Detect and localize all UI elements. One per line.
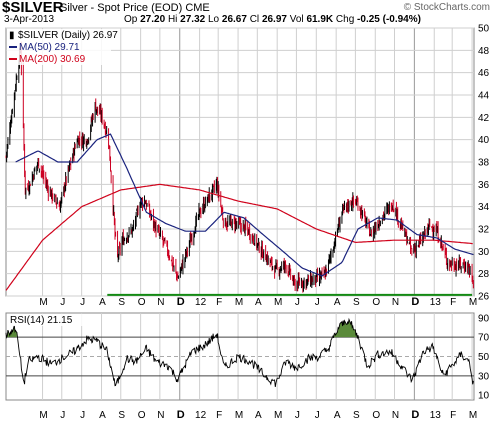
quote-values: Op 27.20 Hi 27.32 Lo 26.67 Cl 26.97 Vol … [124, 14, 421, 25]
quote-date: 3-Apr-2013 [4, 14, 55, 25]
x-tick-label: S [353, 297, 360, 308]
x-tick-label: S [118, 297, 125, 308]
ma200-line [5, 183, 473, 291]
x-tick-label: J [315, 410, 320, 421]
x-tick-label: M [39, 410, 47, 421]
watermark: © StockCharts.com [403, 2, 490, 13]
x-tick-label: J [80, 297, 85, 308]
x-tick-label: M [274, 297, 282, 308]
exchange-text: CME [185, 2, 210, 14]
y-tick-label: 42 [478, 113, 490, 124]
x-tick-label: O [372, 410, 380, 421]
x-tick-label: J [295, 297, 300, 308]
rsi-tick-label: 30 [478, 371, 490, 382]
volume-value: 61.9K [306, 14, 334, 25]
x-tick-label: D [411, 409, 419, 421]
rsi-tick-label: 10 [478, 391, 490, 402]
x-tick-label: D [411, 296, 419, 308]
x-tick-label: A [99, 297, 106, 308]
rsi-line [5, 317, 474, 387]
x-tick-label: A [334, 297, 341, 308]
x-tick-label: M [469, 297, 477, 308]
x-tick-label: J [315, 297, 320, 308]
x-tick-label: M [39, 297, 47, 308]
y-tick-label: 46 [478, 68, 490, 79]
y-tick-label: 48 [478, 46, 490, 57]
x-tick-label: A [334, 410, 341, 421]
low-value: 26.67 [221, 14, 247, 25]
x-tick-label: O [138, 297, 146, 308]
x-tick-label: N [157, 297, 164, 308]
y-tick-label: 36 [478, 180, 490, 191]
x-tick-label: S [118, 410, 125, 421]
close-value: 26.97 [261, 14, 287, 25]
high-label: Hi [167, 14, 178, 25]
x-tick-label: D [177, 409, 185, 421]
open-value: 27.20 [140, 14, 166, 25]
x-tick-label: F [216, 410, 222, 421]
x-tick-label: D [177, 296, 185, 308]
low-label: Lo [207, 14, 220, 25]
x-tick-label: A [255, 410, 262, 421]
legend-ma50-label: MA(50) 29.71 [19, 42, 80, 53]
ma50-line [15, 133, 474, 277]
x-tick-label: 12 [195, 410, 207, 421]
change-label: Chg [335, 14, 355, 25]
description-text: Silver - Spot Price (EOD) [60, 2, 183, 14]
y-tick-label: 40 [478, 135, 490, 146]
x-tick-label: J [60, 410, 65, 421]
y-tick-label: 32 [478, 225, 490, 236]
y-tick-label: 34 [478, 202, 490, 213]
legend-ma200-label: MA(200) 30.69 [19, 54, 86, 65]
volume-label: Vol [289, 14, 304, 25]
x-tick-label: N [392, 410, 399, 421]
legend-price-marker: ▮ [9, 30, 15, 41]
x-tick-label: J [80, 410, 85, 421]
x-tick-label: F [450, 410, 456, 421]
y-tick-label: 28 [478, 269, 490, 280]
y-tick-label: 50 [478, 24, 490, 35]
x-tick-label: M [274, 410, 282, 421]
y-tick-label: 44 [478, 91, 490, 102]
x-tick-label: J [295, 410, 300, 421]
symbol-description: Silver - Spot Price (EOD) CME [60, 2, 210, 14]
y-tick-label: 38 [478, 158, 490, 169]
x-tick-label: M [469, 410, 477, 421]
x-tick-label: A [255, 297, 262, 308]
price-legend-box [7, 29, 111, 65]
rsi-tick-label: 70 [478, 333, 490, 344]
x-tick-label: 13 [430, 410, 442, 421]
x-tick-label: N [392, 297, 399, 308]
close-label: Cl [249, 14, 260, 25]
x-tick-label: S [353, 410, 360, 421]
x-tick-label: F [216, 297, 222, 308]
high-value: 27.32 [180, 14, 206, 25]
x-tick-label: M [235, 410, 243, 421]
legend-price-label: $SILVER (Daily) 26.97 [18, 30, 118, 41]
x-tick-label: 12 [195, 297, 207, 308]
rsi-legend-box [7, 314, 85, 326]
x-tick-label: O [372, 297, 380, 308]
open-label: Op [124, 14, 138, 25]
rsi-tick-label: 50 [478, 352, 490, 363]
y-tick-label: 30 [478, 247, 490, 258]
x-tick-label: J [60, 297, 65, 308]
symbol-title: $SILVER [2, 0, 64, 16]
x-tick-label: F [450, 297, 456, 308]
change-value: -0.25 (-0.94%) [357, 14, 421, 25]
x-tick-label: 13 [430, 297, 442, 308]
x-tick-label: M [235, 297, 243, 308]
y-tick-label: 26 [478, 292, 490, 303]
rsi-tick-label: 90 [478, 313, 490, 324]
x-tick-label: N [157, 410, 164, 421]
x-tick-label: O [138, 410, 146, 421]
rsi-legend-label: RSI(14) 21.15 [10, 315, 73, 326]
x-tick-label: A [99, 410, 106, 421]
